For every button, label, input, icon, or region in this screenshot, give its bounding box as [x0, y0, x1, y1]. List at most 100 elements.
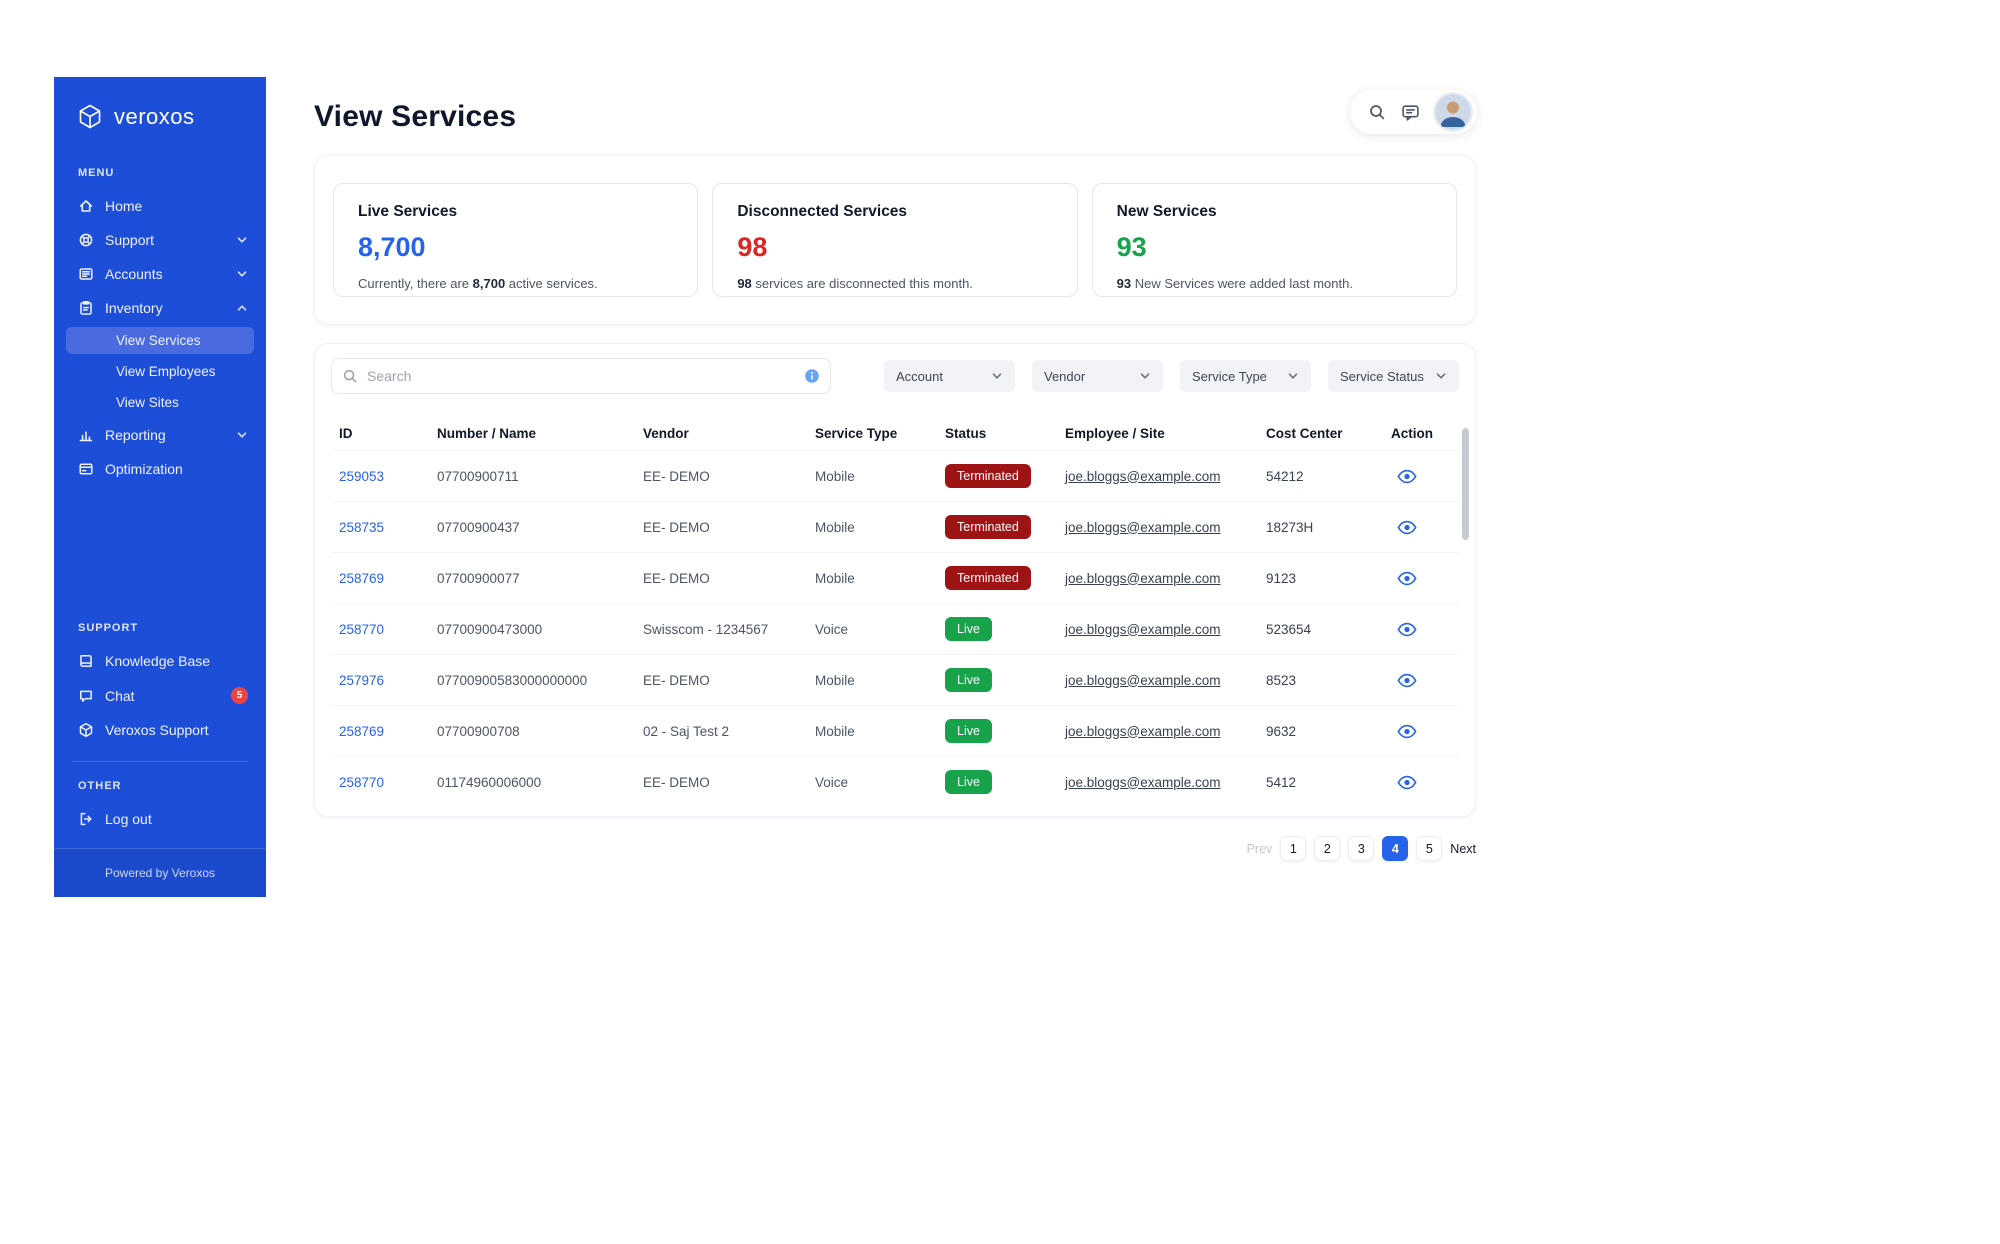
- brand-name: veroxos: [114, 104, 195, 129]
- sidebar-item-view-employees[interactable]: View Employees: [66, 358, 254, 385]
- employee-link[interactable]: joe.bloggs@example.com: [1065, 621, 1221, 637]
- column-header: Status: [945, 425, 987, 441]
- sidebar-item-chat[interactable]: Chat 5: [54, 678, 266, 713]
- employee-link[interactable]: joe.bloggs@example.com: [1065, 672, 1221, 688]
- sidebar-item-label: Support: [105, 232, 155, 248]
- view-service-button[interactable]: [1391, 722, 1451, 741]
- service-id-link[interactable]: 258769: [339, 723, 385, 739]
- chevron-up-icon: [237, 305, 247, 311]
- employee-link[interactable]: joe.bloggs@example.com: [1065, 723, 1221, 739]
- sidebar-item-logout[interactable]: Log out: [54, 802, 266, 836]
- sidebar-item-label: Reporting: [105, 427, 166, 443]
- cell-service-type: Voice: [815, 774, 849, 790]
- employee-link[interactable]: joe.bloggs@example.com: [1065, 570, 1221, 586]
- pagination-prev[interactable]: Prev: [1246, 841, 1273, 856]
- service-id-link[interactable]: 258770: [339, 621, 385, 637]
- stat-card-live-services: Live Services 8,700 Currently, there are…: [333, 183, 699, 297]
- cell-number: 07700900473000: [437, 621, 543, 637]
- sidebar-item-view-sites[interactable]: View Sites: [66, 389, 254, 416]
- chevron-down-icon: [1288, 373, 1298, 379]
- pagination-next[interactable]: Next: [1450, 841, 1476, 856]
- cell-service-type: Mobile: [815, 672, 855, 688]
- status-badge: Terminated: [945, 515, 1031, 539]
- view-service-button[interactable]: [1391, 620, 1451, 639]
- pagination-page-5[interactable]: 5: [1416, 836, 1443, 861]
- service-id-link[interactable]: 258735: [339, 519, 385, 535]
- column-header: ID: [339, 425, 353, 441]
- sidebar-item-reporting[interactable]: Reporting: [54, 418, 266, 452]
- eye-icon: [1397, 724, 1417, 738]
- view-service-button[interactable]: [1391, 773, 1451, 792]
- bar-chart-icon: [79, 431, 93, 442]
- cell-cost-center: 5412: [1266, 774, 1297, 790]
- sidebar-item-label: Knowledge Base: [105, 653, 211, 669]
- table-scrollbar[interactable]: [1462, 428, 1469, 540]
- sidebar-spacer: [54, 486, 266, 614]
- filter-vendor[interactable]: Vendor: [1032, 360, 1163, 392]
- search-button[interactable]: [1368, 103, 1386, 121]
- filter-service-status[interactable]: Service Status: [1328, 360, 1459, 392]
- sidebar-item-optimization[interactable]: Optimization: [54, 452, 266, 486]
- sidebar-item-view-services[interactable]: View Services: [66, 327, 254, 354]
- stat-description: 98 services are disconnected this month.: [737, 276, 973, 291]
- service-id-link[interactable]: 259053: [339, 468, 385, 484]
- pagination-page-2[interactable]: 2: [1314, 836, 1341, 861]
- brand-logo: veroxos: [54, 77, 266, 159]
- service-id-link[interactable]: 258770: [339, 774, 385, 790]
- stat-value: 98: [737, 232, 768, 262]
- sidebar-item-support[interactable]: Support: [54, 223, 266, 257]
- stat-value: 8,700: [358, 232, 426, 262]
- employee-link[interactable]: joe.bloggs@example.com: [1065, 468, 1221, 484]
- employee-link[interactable]: joe.bloggs@example.com: [1065, 774, 1221, 790]
- pagination-page-4-active[interactable]: 4: [1382, 836, 1409, 861]
- cell-service-type: Mobile: [815, 570, 855, 586]
- table-row: 258769 07700900077 EE- DEMO Mobile Termi…: [331, 552, 1459, 603]
- sidebar-item-home[interactable]: Home: [54, 189, 266, 223]
- sidebar-item-accounts[interactable]: Accounts: [54, 257, 266, 291]
- view-service-button[interactable]: [1391, 671, 1451, 690]
- services-table-panel: Account Vendor Service Type Service Stat…: [314, 343, 1476, 817]
- chevron-down-icon: [237, 432, 247, 438]
- service-id-link[interactable]: 258769: [339, 570, 385, 586]
- employee-link[interactable]: joe.bloggs@example.com: [1065, 519, 1221, 535]
- info-icon[interactable]: [804, 368, 820, 384]
- chevron-down-icon: [1140, 373, 1150, 379]
- filter-service-type[interactable]: Service Type: [1180, 360, 1311, 392]
- table-row: 258769 07700900708 02 - Saj Test 2 Mobil…: [331, 705, 1459, 756]
- search-box: [331, 358, 831, 394]
- cell-number: 07700900711: [437, 468, 519, 484]
- avatar-image: [1435, 94, 1471, 130]
- avatar[interactable]: [1435, 94, 1471, 130]
- sidebar-item-veroxos-support[interactable]: Veroxos Support: [54, 713, 266, 747]
- table-row: 258770 07700900473000 Swisscom - 1234567…: [331, 603, 1459, 654]
- chevron-down-icon: [1436, 373, 1446, 379]
- filter-label: Service Type: [1192, 368, 1267, 384]
- search-icon: [1370, 105, 1385, 120]
- sidebar-item-label: Accounts: [105, 266, 163, 282]
- view-service-button[interactable]: [1391, 569, 1451, 588]
- chat-bubble-icon: [80, 690, 92, 702]
- feedback-button[interactable]: [1401, 103, 1420, 122]
- stat-value: 93: [1116, 232, 1147, 262]
- sidebar-item-knowledge-base[interactable]: Knowledge Base: [54, 644, 266, 678]
- stat-description: Currently, there are 8,700 active servic…: [358, 276, 598, 291]
- feedback-icon: [1402, 104, 1419, 121]
- filter-label: Vendor: [1044, 368, 1086, 384]
- table-row: 257976 07700900583000000000 EE- DEMO Mob…: [331, 654, 1459, 705]
- search-input[interactable]: [367, 368, 795, 384]
- cell-number: 07700900583000000000: [437, 672, 588, 688]
- service-id-link[interactable]: 257976: [339, 672, 385, 688]
- cell-cost-center: 9632: [1266, 723, 1297, 739]
- cell-vendor: Swisscom - 1234567: [643, 621, 769, 637]
- view-service-button[interactable]: [1391, 518, 1451, 537]
- pagination-page-3[interactable]: 3: [1348, 836, 1375, 861]
- filter-account[interactable]: Account: [884, 360, 1015, 392]
- column-header: Employee / Site: [1065, 425, 1165, 441]
- filter-label: Account: [896, 368, 943, 384]
- pagination-page-1[interactable]: 1: [1280, 836, 1307, 861]
- ledger-icon: [79, 268, 93, 280]
- filter-label: Service Status: [1340, 368, 1424, 384]
- cell-cost-center: 18273H: [1266, 519, 1314, 535]
- sidebar-item-inventory[interactable]: Inventory: [54, 291, 266, 325]
- view-service-button[interactable]: [1391, 467, 1451, 486]
